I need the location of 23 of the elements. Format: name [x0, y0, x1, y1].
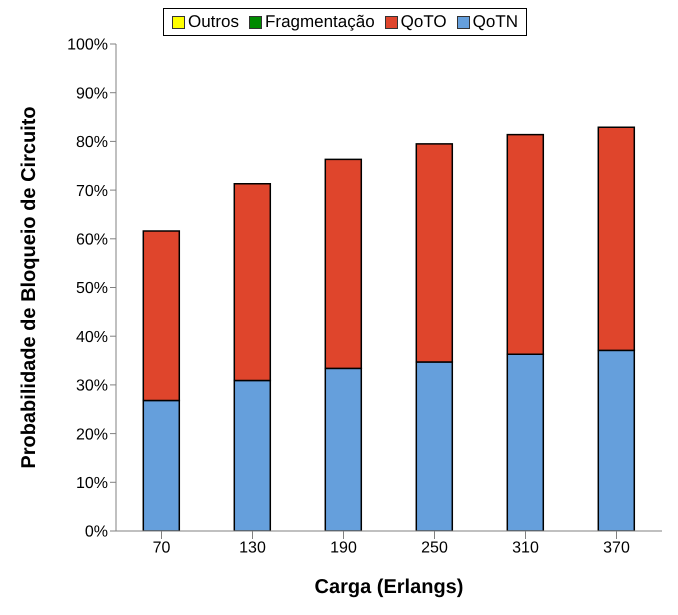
legend-label: Fragmentação	[265, 12, 375, 32]
y-tick-label: 70%	[76, 182, 108, 200]
x-tick-label: 310	[512, 539, 539, 556]
legend-label: Outros	[188, 12, 240, 32]
y-tick-label: 10%	[76, 474, 108, 492]
y-tick-label: 50%	[76, 280, 108, 298]
y-tick-label: 30%	[76, 378, 108, 395]
y-tick-label: 0%	[84, 524, 108, 541]
x-axis-title: Carga (Erlangs)	[314, 576, 464, 598]
x-tick-label: 70	[152, 539, 170, 556]
x-tick-label: 370	[603, 539, 630, 556]
y-tick-label: 100%	[67, 36, 108, 54]
y-axis-title: Probabilidade de Bloqueio de Circuito	[18, 106, 40, 469]
y-tick-label: 80%	[76, 134, 108, 152]
y-tick-label: 90%	[76, 85, 108, 102]
x-tick-label: 250	[421, 539, 448, 556]
y-tick-label: 60%	[76, 231, 108, 248]
x-tick-label: 130	[239, 539, 266, 556]
legend-label: QoTN	[472, 12, 518, 32]
x-tick-label: 190	[330, 539, 357, 556]
y-tick-label: 40%	[76, 328, 108, 346]
y-tick-label: 20%	[76, 426, 108, 444]
legend-label: QoTO	[400, 12, 447, 32]
